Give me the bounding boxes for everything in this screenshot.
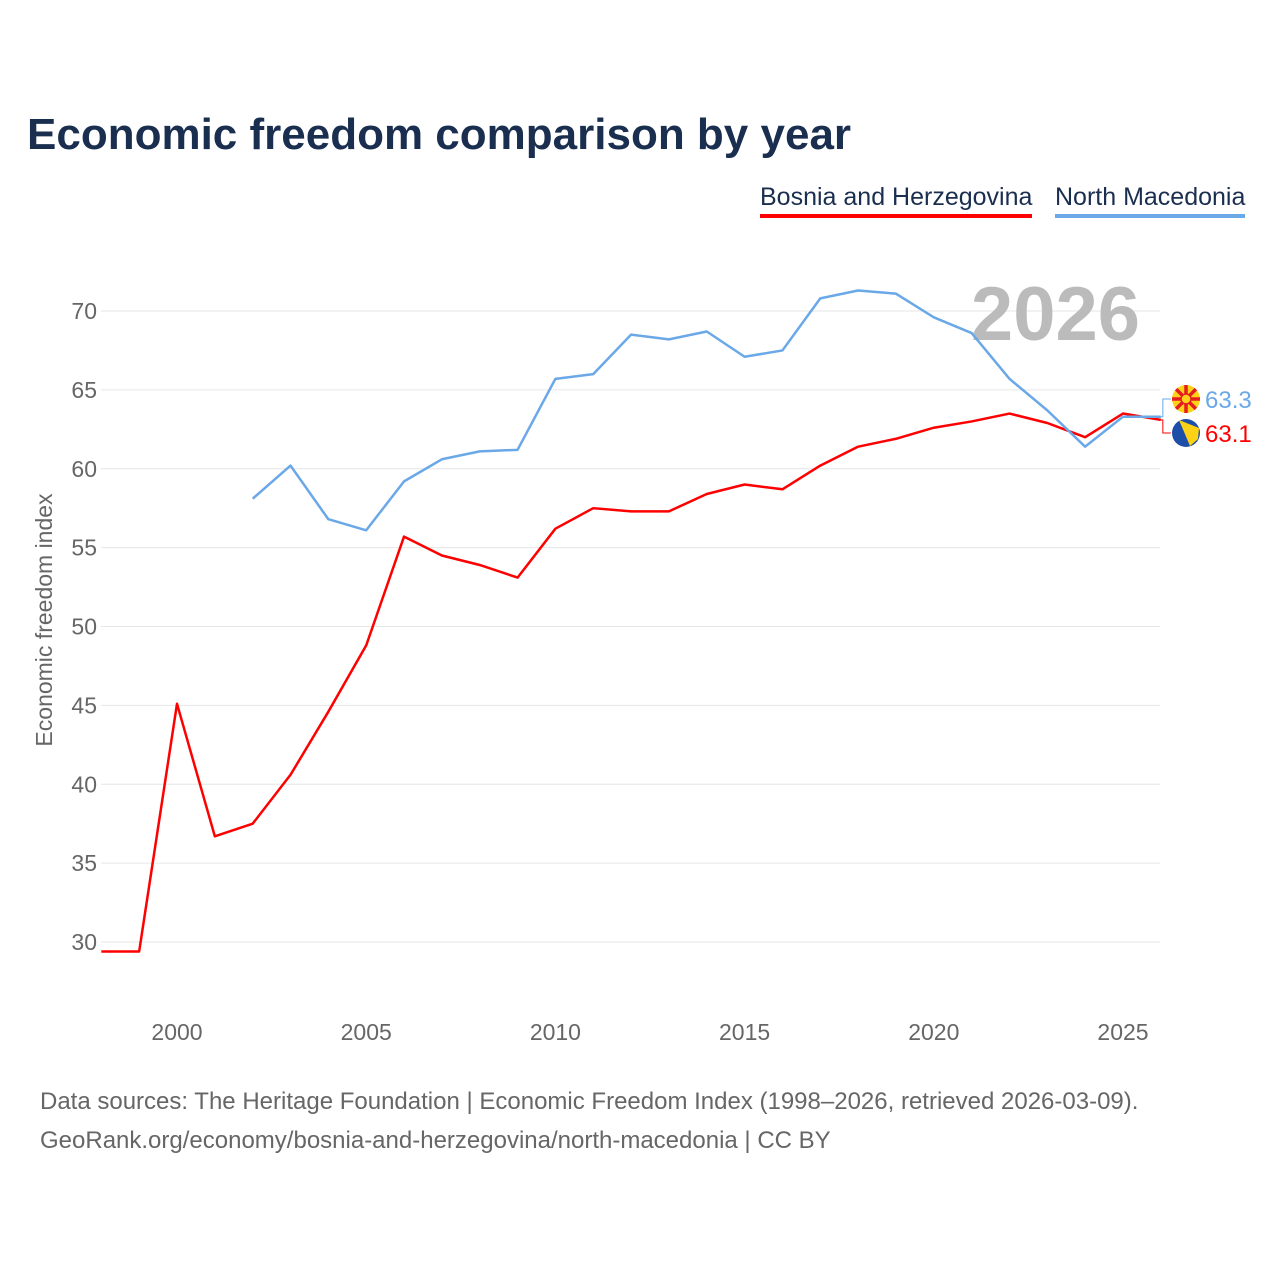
footer-sources: Data sources: The Heritage Foundation | …: [40, 1088, 1139, 1115]
footer-link: GeoRank.org/economy/bosnia-and-herzegovi…: [40, 1127, 831, 1154]
y-tick-label: 30: [71, 929, 97, 955]
y-tick-label: 45: [71, 692, 97, 718]
y-tick-label: 60: [71, 456, 97, 482]
series-line-1: [251, 289, 1161, 532]
x-tick-label: 2015: [719, 1019, 770, 1045]
x-tick-label: 2000: [151, 1019, 202, 1045]
flag-sun: [1180, 393, 1192, 405]
y-tick-label: 50: [71, 614, 97, 640]
x-tick-label: 2005: [341, 1019, 392, 1045]
y-tick-label: 70: [71, 298, 97, 324]
end-value-label: 63.1: [1205, 421, 1252, 448]
x-tick-label: 2020: [908, 1019, 959, 1045]
year-watermark: 2026: [971, 272, 1140, 357]
y-tick-label: 55: [71, 535, 97, 561]
series-line-0: [101, 412, 1162, 953]
y-tick-label: 35: [71, 850, 97, 876]
end-connector: [1160, 398, 1171, 418]
y-tick-label: 65: [71, 377, 97, 403]
y-axis-label: Economic freedom index: [31, 493, 57, 747]
x-tick-label: 2010: [530, 1019, 581, 1045]
legend-bosnia[interactable]: Bosnia and Herzegovina: [760, 183, 1033, 218]
chart-title: Economic freedom comparison by year: [27, 110, 852, 159]
end-connector: [1160, 419, 1171, 434]
end-value-label: 63.3: [1205, 387, 1252, 414]
bosnia-flag-triangle: [1179, 420, 1199, 446]
legend-north-macedonia[interactable]: North Macedonia: [1055, 183, 1246, 218]
x-tick-label: 2025: [1097, 1019, 1148, 1045]
y-tick-label: 40: [71, 771, 97, 797]
